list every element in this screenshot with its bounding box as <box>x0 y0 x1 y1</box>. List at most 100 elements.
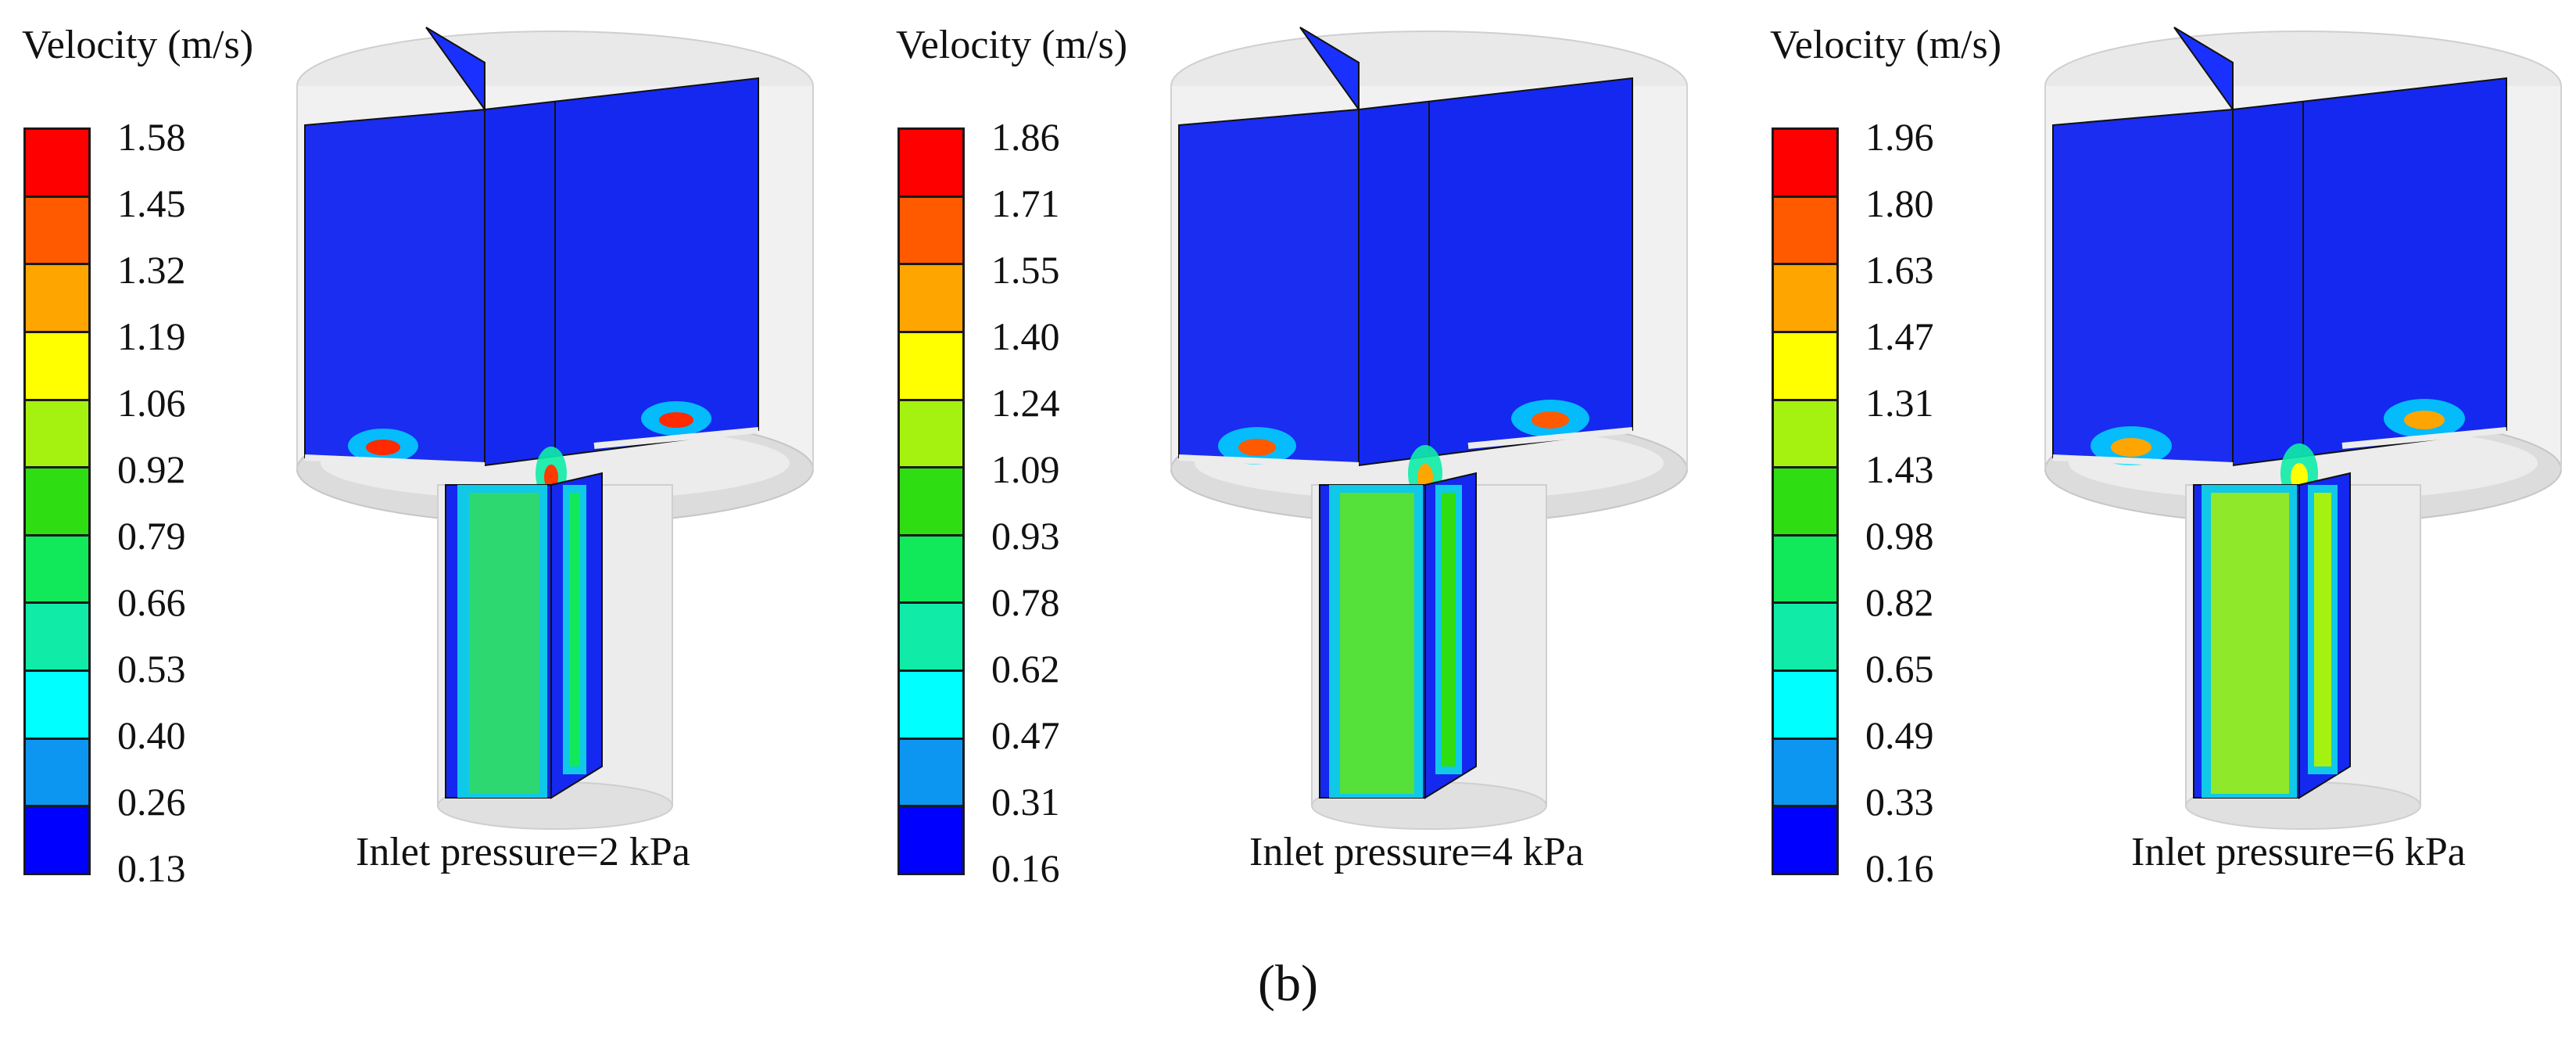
tick-label: 1.71 <box>991 181 1060 225</box>
orifice-plate <box>304 454 485 468</box>
subfigure-label: (b) <box>1258 955 1318 1012</box>
orifice-plate <box>1467 427 1633 449</box>
colorbar-band <box>23 737 91 808</box>
tick-label: 1.24 <box>991 381 1060 425</box>
colorbar-band <box>897 669 965 740</box>
tick-label: 1.86 <box>991 115 1060 159</box>
section-plane-left <box>304 108 485 467</box>
tick-label: 1.80 <box>1865 181 1934 225</box>
colorbar-band <box>897 533 965 605</box>
panel-3: Velocity (m/s) 1.96 1.80 1.63 1.47 1.31 … <box>1748 0 2576 923</box>
orifice-plate <box>593 427 759 449</box>
colorbar-band <box>23 601 91 673</box>
colorbar-band <box>23 669 91 740</box>
panel-caption: Inlet pressure=2 kPa <box>356 830 690 874</box>
colorbar-title: Velocity (m/s) <box>1770 23 2002 67</box>
colorbar-band <box>23 330 91 401</box>
orifice-plate <box>1178 454 1360 468</box>
colorbar-band <box>897 398 965 469</box>
tick-label: 1.96 <box>1865 115 1934 159</box>
tick-label: 0.31 <box>991 780 1060 824</box>
pipe-jet-core <box>1340 493 1414 794</box>
velocity-contour-model <box>2044 27 2562 830</box>
tick-label: 0.33 <box>1865 780 1934 824</box>
colorbar-title: Velocity (m/s) <box>22 23 254 67</box>
tick-label: 1.32 <box>117 248 186 292</box>
section-plane-back <box>425 27 485 113</box>
section-plane-right <box>2232 77 2507 467</box>
tick-label: 1.47 <box>1865 314 1934 358</box>
colorbar-band <box>897 263 965 333</box>
orifice-jet-core <box>2404 411 2445 429</box>
colorbar-band <box>897 330 965 401</box>
tick-label: 0.66 <box>117 580 186 624</box>
colorbar-band <box>1772 466 1839 537</box>
panel-caption: Inlet pressure=6 kPa <box>2131 830 2466 874</box>
orifice-plate <box>2341 427 2507 449</box>
orifice-jet-core <box>659 412 693 428</box>
colorbar-band <box>23 263 91 333</box>
tick-label: 0.92 <box>117 447 186 491</box>
tick-label: 0.26 <box>117 780 186 824</box>
colorbar-band <box>1772 195 1839 266</box>
tick-label: 1.06 <box>117 381 186 425</box>
colorbar-band <box>897 127 965 198</box>
tick-label: 1.40 <box>991 314 1060 358</box>
tick-label: 1.55 <box>991 248 1060 292</box>
tick-label: 1.09 <box>991 447 1060 491</box>
orifice-jet-core <box>1238 439 1276 456</box>
colorbar-band <box>23 195 91 266</box>
tick-label: 0.13 <box>117 846 186 890</box>
tick-label: 0.16 <box>991 846 1060 890</box>
section-plane-left <box>1178 108 1360 467</box>
colorbar-band <box>23 398 91 469</box>
tick-label: 0.40 <box>117 713 186 757</box>
tick-label: 0.16 <box>1865 846 1934 890</box>
section-plane-right <box>484 77 759 467</box>
colorbar-band <box>1772 330 1839 401</box>
tick-label: 0.82 <box>1865 580 1934 624</box>
orifice-jet-core <box>1532 411 1569 429</box>
section-plane-back <box>1299 27 1360 113</box>
tick-label: 1.45 <box>117 181 186 225</box>
colorbar-band <box>1772 398 1839 469</box>
section-plane-back <box>2173 27 2234 113</box>
panel-2: Velocity (m/s) 1.86 1.71 1.55 1.40 1.24 … <box>874 0 1746 923</box>
tick-label: 1.31 <box>1865 381 1934 425</box>
colorbar-band <box>1772 669 1839 740</box>
colorbar-band <box>897 195 965 266</box>
tick-label: 0.62 <box>991 647 1060 691</box>
orifice-jet-core <box>2111 438 2151 457</box>
colorbar-band <box>1772 737 1839 808</box>
pipe-jet-side-core <box>2314 493 2331 766</box>
tick-label: 0.65 <box>1865 647 1934 691</box>
colorbar-title: Velocity (m/s) <box>896 23 1128 67</box>
colorbar-band <box>897 601 965 673</box>
tick-label: 0.47 <box>991 713 1060 757</box>
tick-label: 0.49 <box>1865 713 1934 757</box>
colorbar <box>23 127 91 875</box>
section-plane-right <box>1358 77 1633 467</box>
orifice-jet-core <box>366 440 400 455</box>
panel-caption: Inlet pressure=4 kPa <box>1249 830 1584 874</box>
section-plane-left <box>2052 108 2234 467</box>
pipe-jet-core <box>469 493 539 794</box>
colorbar-band <box>1772 533 1839 605</box>
colorbar-band <box>23 533 91 605</box>
colorbar-band <box>23 127 91 198</box>
colorbar-band <box>897 805 965 875</box>
velocity-contour-model <box>296 27 814 830</box>
orifice-plate <box>2052 454 2234 468</box>
tick-label: 0.79 <box>117 514 186 558</box>
tick-label: 0.98 <box>1865 514 1934 558</box>
panel-1: Velocity (m/s) 1.58 1.45 1.32 1.19 1.06 … <box>0 0 872 923</box>
colorbar-band <box>1772 601 1839 673</box>
colorbar-band <box>897 466 965 537</box>
colorbar-band <box>897 737 965 808</box>
tick-label: 0.53 <box>117 647 186 691</box>
pipe-jet-side-core <box>1442 493 1456 766</box>
colorbar <box>1772 127 1839 875</box>
colorbar-band <box>1772 263 1839 333</box>
colorbar <box>897 127 965 875</box>
tick-label: 0.93 <box>991 514 1060 558</box>
